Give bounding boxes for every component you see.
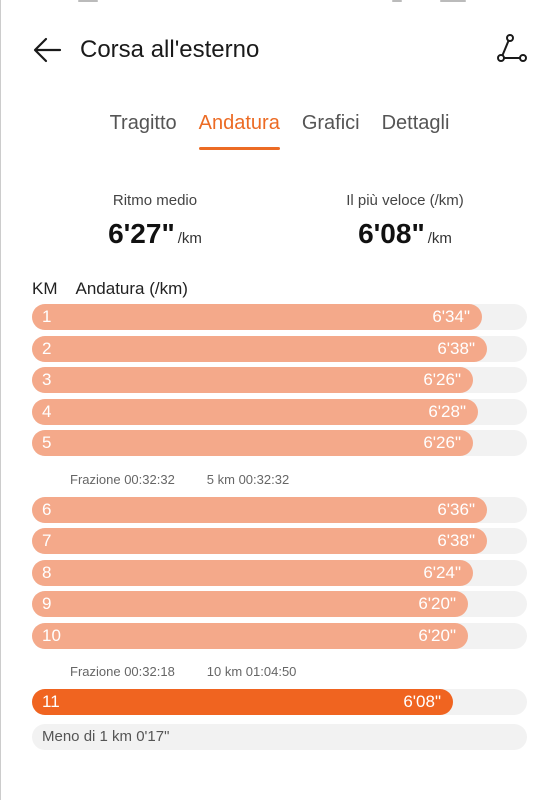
remainder-row: Meno di 1 km 0'17" bbox=[32, 724, 527, 750]
km-number: 7 bbox=[42, 531, 52, 550]
split-time: Frazione 00:32:18 bbox=[70, 664, 175, 679]
tab-grafici[interactable]: Grafici bbox=[301, 112, 360, 134]
pace-bar: 4 6'28" bbox=[32, 398, 478, 425]
km-pace: 6'38" bbox=[437, 338, 475, 358]
pace-bar: 10 6'20" bbox=[32, 622, 468, 649]
screen-edge bbox=[0, 0, 1, 800]
pace-column-label: Andatura (/km) bbox=[75, 279, 188, 298]
km-row: 5 6'26" bbox=[32, 430, 527, 456]
km-row: 8 6'24" bbox=[32, 559, 527, 586]
average-pace: Ritmo medio 6'27"/km bbox=[95, 192, 215, 250]
km-column-label: KM bbox=[32, 279, 58, 298]
splits-list: 1 6'34" 2 6'38" 3 6'26" 4 6'28" 5 6'26" Frazione 0… bbox=[32, 304, 527, 721]
km-number: 9 bbox=[42, 594, 52, 613]
route-button[interactable] bbox=[495, 32, 529, 66]
fastest-pace-value: 6'08" bbox=[358, 218, 425, 249]
tab-andatura[interactable]: Andatura bbox=[198, 110, 280, 150]
split-summary: Frazione 00:32:32 5 km 00:32:32 bbox=[32, 462, 527, 497]
status-bar bbox=[0, 0, 559, 8]
fastest-pace-label: Il più veloce (/km) bbox=[346, 192, 464, 209]
km-row: 7 6'38" bbox=[32, 528, 527, 554]
km-pace: 6'24" bbox=[423, 562, 461, 582]
split-time: Frazione 00:32:32 bbox=[70, 471, 175, 487]
km-pace: 6'20" bbox=[418, 625, 456, 645]
km-pace: 6'36" bbox=[437, 499, 475, 519]
km-number: 8 bbox=[42, 562, 52, 582]
back-button[interactable] bbox=[30, 34, 64, 66]
km-number: 5 bbox=[42, 433, 52, 452]
km-row: 9 6'20" bbox=[32, 591, 527, 617]
average-pace-value: 6'27" bbox=[108, 218, 175, 249]
km-pace: 6'08" bbox=[403, 692, 441, 711]
km-row: 6 6'36" bbox=[32, 496, 527, 523]
km-row: 3 6'26" bbox=[32, 367, 527, 393]
km-row: 10 6'20" bbox=[32, 622, 527, 649]
pace-bar-fastest: 11 6'08" bbox=[32, 689, 453, 715]
fastest-pace: Il più veloce (/km) 6'08"/km bbox=[330, 192, 480, 250]
pace-bar: 7 6'38" bbox=[32, 528, 487, 554]
split-summary: Frazione 00:32:18 10 km 01:04:50 bbox=[32, 654, 527, 689]
pace-summary: Ritmo medio 6'27"/km Il più veloce (/km)… bbox=[0, 192, 559, 262]
km-row: 4 6'28" bbox=[32, 398, 527, 425]
pace-bar: 6 6'36" bbox=[32, 496, 487, 523]
pace-bar: 1 6'34" bbox=[32, 304, 482, 330]
km-row: 2 6'38" bbox=[32, 335, 527, 362]
route-icon bbox=[497, 34, 527, 62]
km-pace: 6'38" bbox=[437, 531, 475, 550]
pace-bar: 2 6'38" bbox=[32, 335, 487, 362]
cumulative-time: 5 km 00:32:32 bbox=[206, 471, 290, 487]
km-number: 2 bbox=[42, 338, 52, 358]
app-header: Corsa all'esterno bbox=[0, 30, 559, 70]
page-title: Corsa all'esterno bbox=[80, 36, 260, 63]
km-number: 1 bbox=[42, 307, 52, 326]
tab-bar: Tragitto Andatura Grafici Dettagli bbox=[0, 110, 559, 150]
pace-bar: 5 6'26" bbox=[32, 430, 473, 456]
km-pace: 6'26" bbox=[423, 433, 461, 452]
fastest-pace-unit: /km bbox=[427, 230, 452, 247]
cumulative-time: 10 km 01:04:50 bbox=[206, 664, 297, 679]
km-number: 10 bbox=[42, 625, 61, 645]
average-pace-label: Ritmo medio bbox=[112, 192, 198, 209]
km-number: 4 bbox=[42, 401, 52, 421]
km-row: 1 6'34" bbox=[32, 304, 527, 330]
km-pace: 6'34" bbox=[432, 307, 470, 326]
km-number: 3 bbox=[42, 370, 52, 389]
tab-dettagli[interactable]: Dettagli bbox=[381, 112, 450, 134]
km-number: 6 bbox=[42, 499, 52, 519]
splits-column-header: KM Andatura (/km) bbox=[32, 279, 188, 299]
tab-tragitto[interactable]: Tragitto bbox=[109, 112, 177, 134]
km-number: 11 bbox=[42, 692, 60, 711]
pace-bar: 3 6'26" bbox=[32, 367, 473, 393]
km-pace: 6'20" bbox=[418, 594, 456, 613]
km-row: 11 6'08" bbox=[32, 689, 527, 715]
average-pace-unit: /km bbox=[177, 230, 202, 247]
km-pace: 6'26" bbox=[423, 370, 461, 389]
km-pace: 6'28" bbox=[428, 401, 466, 421]
arrow-left-icon bbox=[33, 37, 62, 63]
pace-bar: 8 6'24" bbox=[32, 559, 473, 586]
pace-bar: 9 6'20" bbox=[32, 591, 468, 617]
